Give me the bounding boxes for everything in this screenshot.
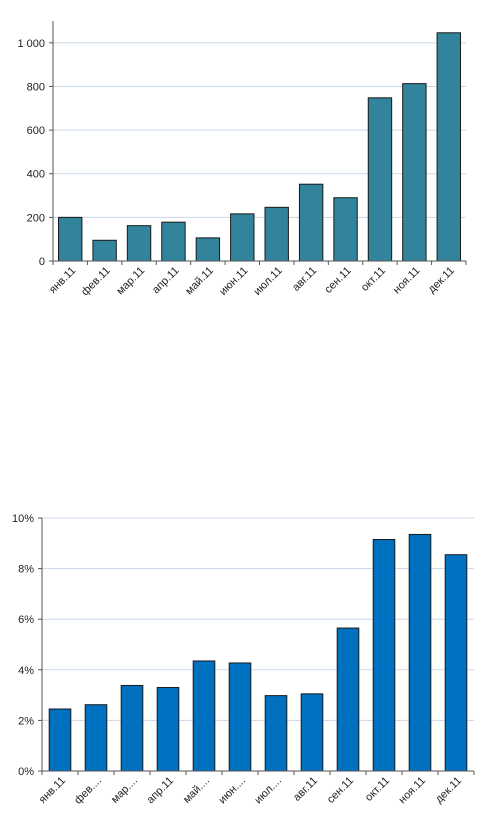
bar <box>84 704 108 772</box>
x-tick-label: ноя.11 <box>397 775 429 807</box>
bar <box>195 237 221 262</box>
bar <box>48 708 72 772</box>
x-tick-label: дек.11 <box>426 265 457 296</box>
y-tick-label: 2% <box>18 715 34 727</box>
y-tick-label: 8% <box>18 564 34 576</box>
x-tick-label: сен.11 <box>325 775 356 806</box>
y-tick-label: 0 <box>39 256 45 268</box>
x-tick-label: мар.... <box>109 775 140 806</box>
bar <box>192 660 216 772</box>
x-tick-label: янв.11 <box>47 265 78 296</box>
y-tick-label: 1 000 <box>17 38 45 50</box>
y-tick-label: 200 <box>27 212 45 224</box>
y-tick-label: 0% <box>18 766 34 778</box>
x-tick-label: сен.11 <box>322 265 353 296</box>
x-tick-label: авг.11 <box>290 265 319 294</box>
bar <box>126 225 152 262</box>
x-tick-label: авг.11 <box>291 775 320 804</box>
bar <box>408 533 432 772</box>
x-tick-label: май.... <box>181 775 212 806</box>
bar <box>444 554 468 772</box>
x-tick-label: май.11 <box>183 265 216 298</box>
bar <box>436 32 461 262</box>
x-tick-label: дек.11 <box>433 775 464 806</box>
bar <box>230 213 255 262</box>
bar <box>298 183 324 262</box>
x-tick-label: янв.11 <box>37 775 68 806</box>
x-tick-label: фев.11 <box>79 265 113 299</box>
monthly-percent-bar-chart: 0% 2% 4% 6% 8% 10% янв.11 фев.... мар.... апр.11 м… <box>12 513 475 807</box>
bar <box>333 197 358 262</box>
y-tick-label: 400 <box>27 169 45 181</box>
x-tick-label: июн.11 <box>217 265 250 298</box>
bar <box>336 627 360 772</box>
y-tick-label: 10% <box>12 513 34 525</box>
y-tick-label: 6% <box>18 614 34 626</box>
monthly-count-bar-chart: 0 200 400 600 800 1 000 янв.11 фев.11 мар.11 апр.… <box>17 21 467 299</box>
y-tick-label: 4% <box>18 665 34 677</box>
bar <box>156 687 180 772</box>
y-tick-label: 800 <box>27 81 45 93</box>
y-tick-label: 600 <box>27 125 45 137</box>
bar <box>402 83 427 262</box>
bar <box>161 221 186 262</box>
bar <box>300 693 324 772</box>
x-tick-label: апр.11 <box>145 775 177 807</box>
bar <box>228 662 252 772</box>
x-tick-label: июл.11 <box>252 265 285 298</box>
x-tick-label: мар.11 <box>114 265 147 298</box>
bar <box>372 539 396 772</box>
x-tick-label: ноя.11 <box>391 265 423 297</box>
bar <box>120 684 144 772</box>
x-tick-label: июл.... <box>252 775 284 807</box>
x-tick-label: фев.... <box>72 775 104 807</box>
x-tick-label: окт.11 <box>363 775 392 804</box>
x-tick-label: июн.... <box>217 775 249 807</box>
bar <box>367 97 393 262</box>
x-tick-label: окт.11 <box>359 265 388 294</box>
bar <box>92 239 117 262</box>
x-tick-label: апр.11 <box>150 265 182 297</box>
bar <box>264 206 289 262</box>
bar <box>58 216 83 262</box>
bar <box>264 695 288 772</box>
